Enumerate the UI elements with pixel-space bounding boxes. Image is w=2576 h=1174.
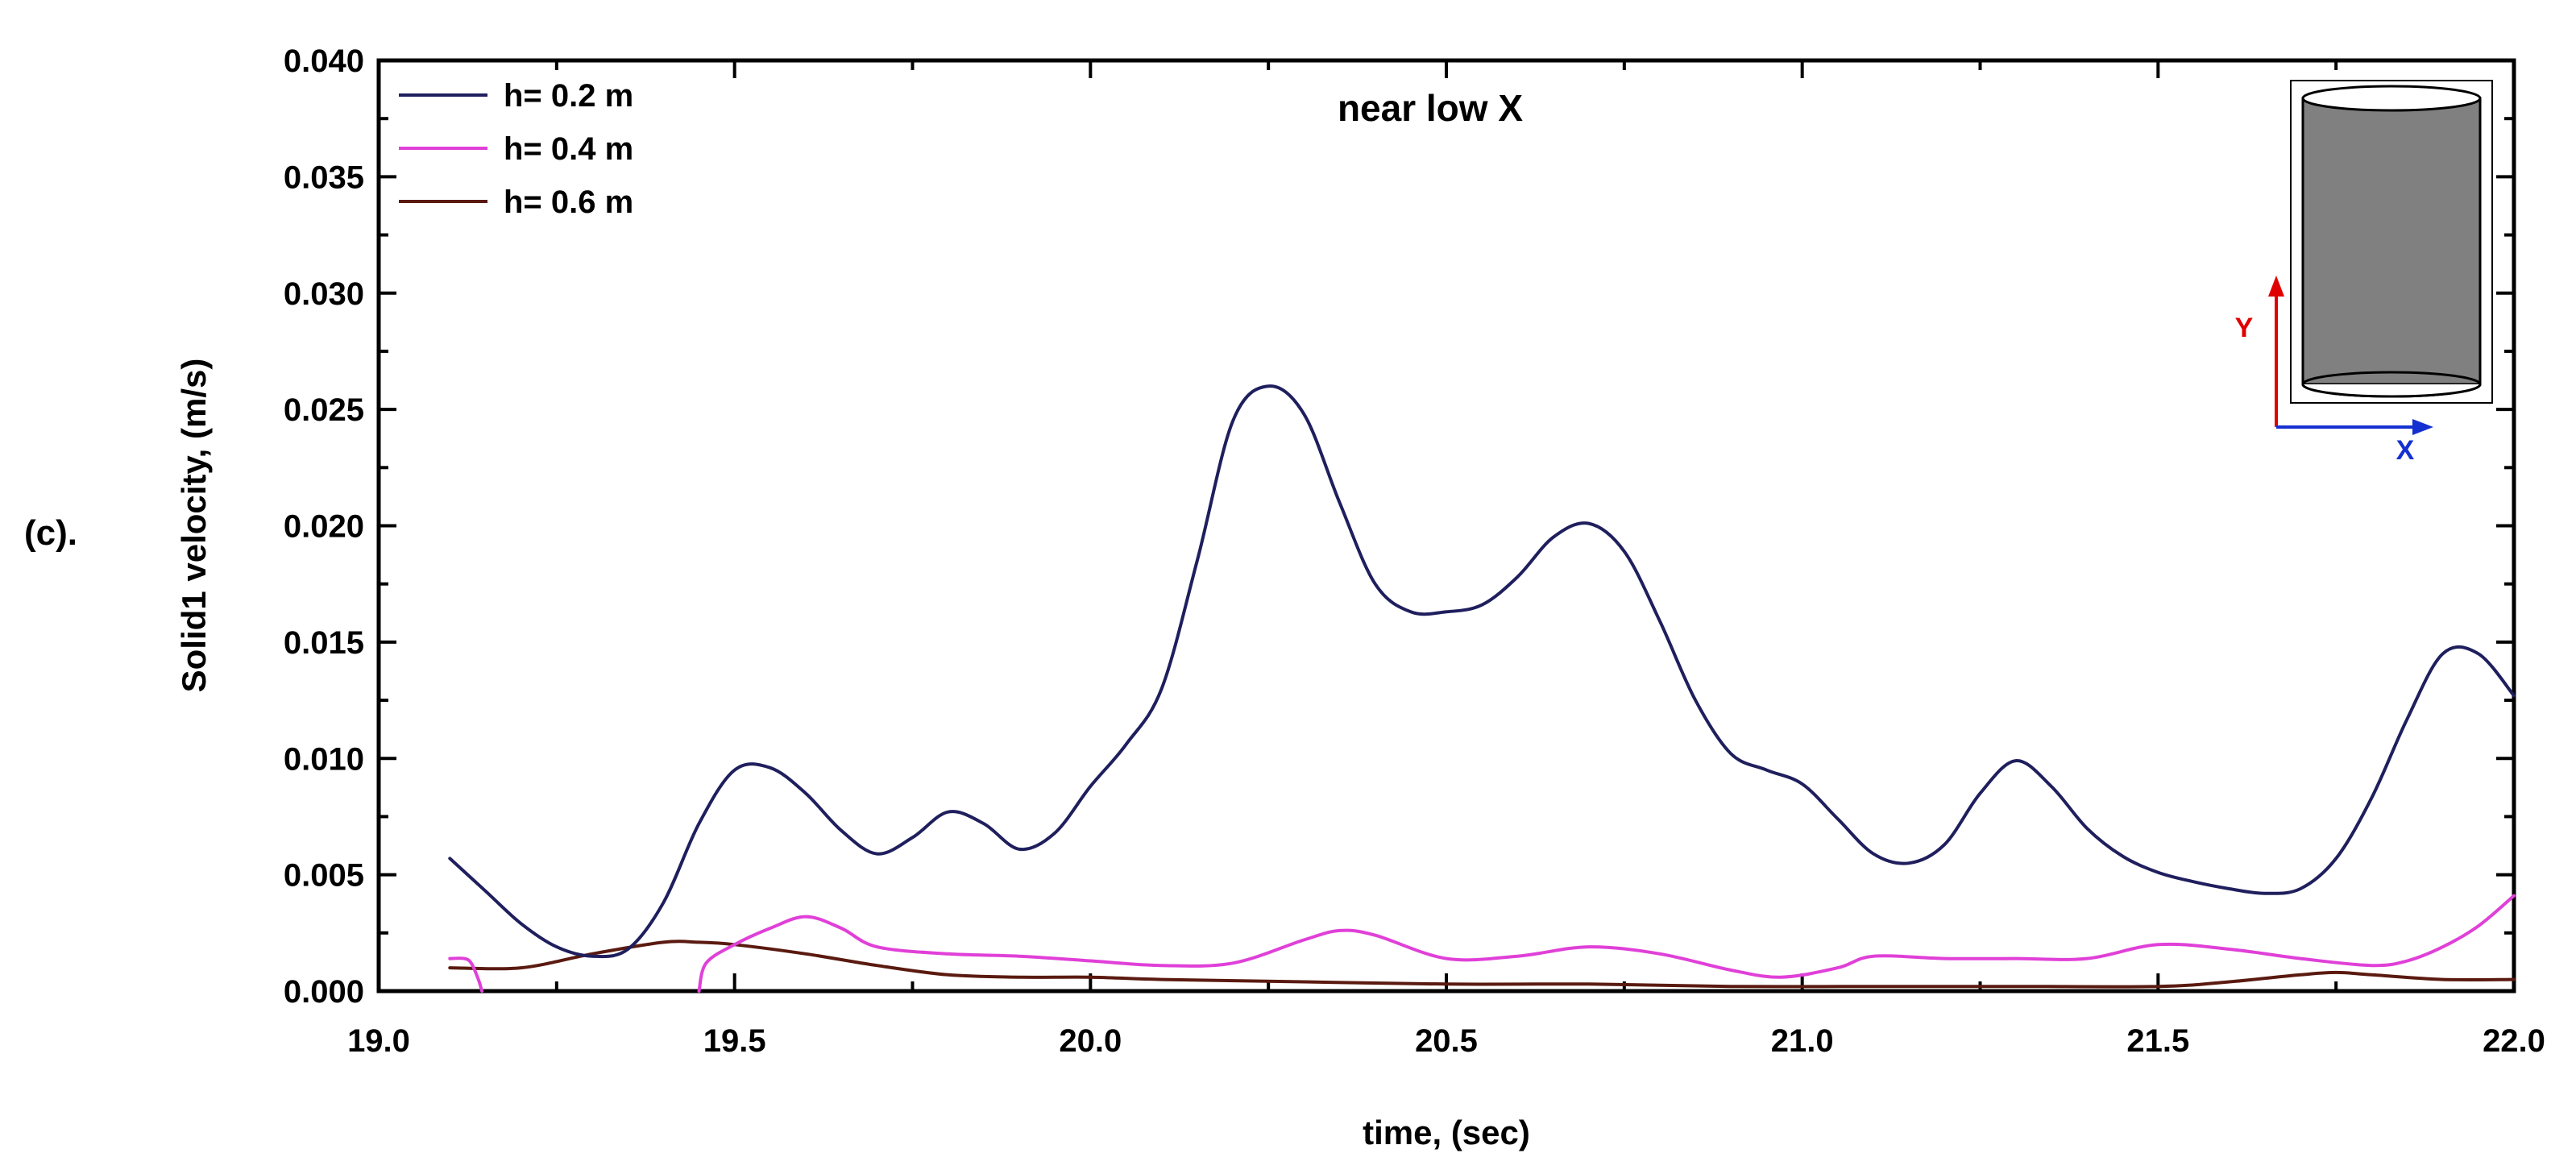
x-tick-label: 20.0 [1059, 1023, 1122, 1059]
x-tick-label: 19.0 [347, 1023, 410, 1059]
x-tick-label: 21.0 [1771, 1023, 1834, 1059]
y-tick-label: 0.005 [284, 858, 364, 894]
y-axis-ticks: 0.000 0.005 0.010 0.015 0.020 0.025 0.030 0.035… [284, 44, 2514, 1010]
y-tick-label: 0.030 [284, 276, 364, 312]
plot-annotation: near low X [1338, 87, 1523, 129]
series-line-h-0-2-m [448, 384, 2516, 959]
y-tick-label: 0.020 [284, 509, 364, 545]
cylinder-bottom-front-arc [2301, 384, 2482, 398]
y-tick-label: 0.040 [284, 44, 364, 79]
inset-x-arrow-icon [2412, 419, 2433, 435]
cylinder-body [2301, 97, 2482, 386]
legend-label-h-0-6: h= 0.6 m [504, 185, 633, 220]
inset-y-arrow-icon [2268, 276, 2284, 297]
legend: h= 0.2 m h= 0.4 m h= 0.6 m [399, 78, 633, 220]
series-line-h-0-4-m [697, 894, 2516, 993]
y-tick-label: 0.035 [284, 160, 364, 195]
y-tick-label: 0.015 [284, 625, 364, 661]
x-tick-label: 21.5 [2126, 1023, 2189, 1059]
panel-label: (c). [24, 513, 77, 553]
y-axis-title: Solid1 velocity, (m/s) [175, 359, 213, 693]
series-line-h-0-6-m [448, 940, 2516, 989]
series-layer [448, 384, 2516, 993]
plot-frame [376, 58, 2516, 994]
legend-label-h-0-4: h= 0.4 m [504, 131, 633, 167]
x-tick-label: 22.0 [2483, 1023, 2545, 1059]
inset-x-label: X [2396, 435, 2415, 466]
x-tick-label: 19.5 [703, 1023, 766, 1059]
x-tick-label: 20.5 [1415, 1023, 1478, 1059]
x-axis-title: time, (sec) [1363, 1114, 1530, 1151]
series-line-h-0-4-m [448, 956, 484, 993]
inset-diagram: Y X [2235, 80, 2493, 466]
y-tick-label: 0.025 [284, 392, 364, 428]
inset-y-label: Y [2235, 313, 2254, 343]
legend-label-h-0-2: h= 0.2 m [504, 78, 633, 114]
y-tick-label: 0.000 [284, 974, 364, 1010]
cylinder-top-ellipse [2301, 85, 2482, 112]
x-axis-ticks: 19.0 19.5 20.0 20.5 21.0 21.5 22.0 [347, 60, 2545, 1059]
y-tick-label: 0.010 [284, 741, 364, 777]
